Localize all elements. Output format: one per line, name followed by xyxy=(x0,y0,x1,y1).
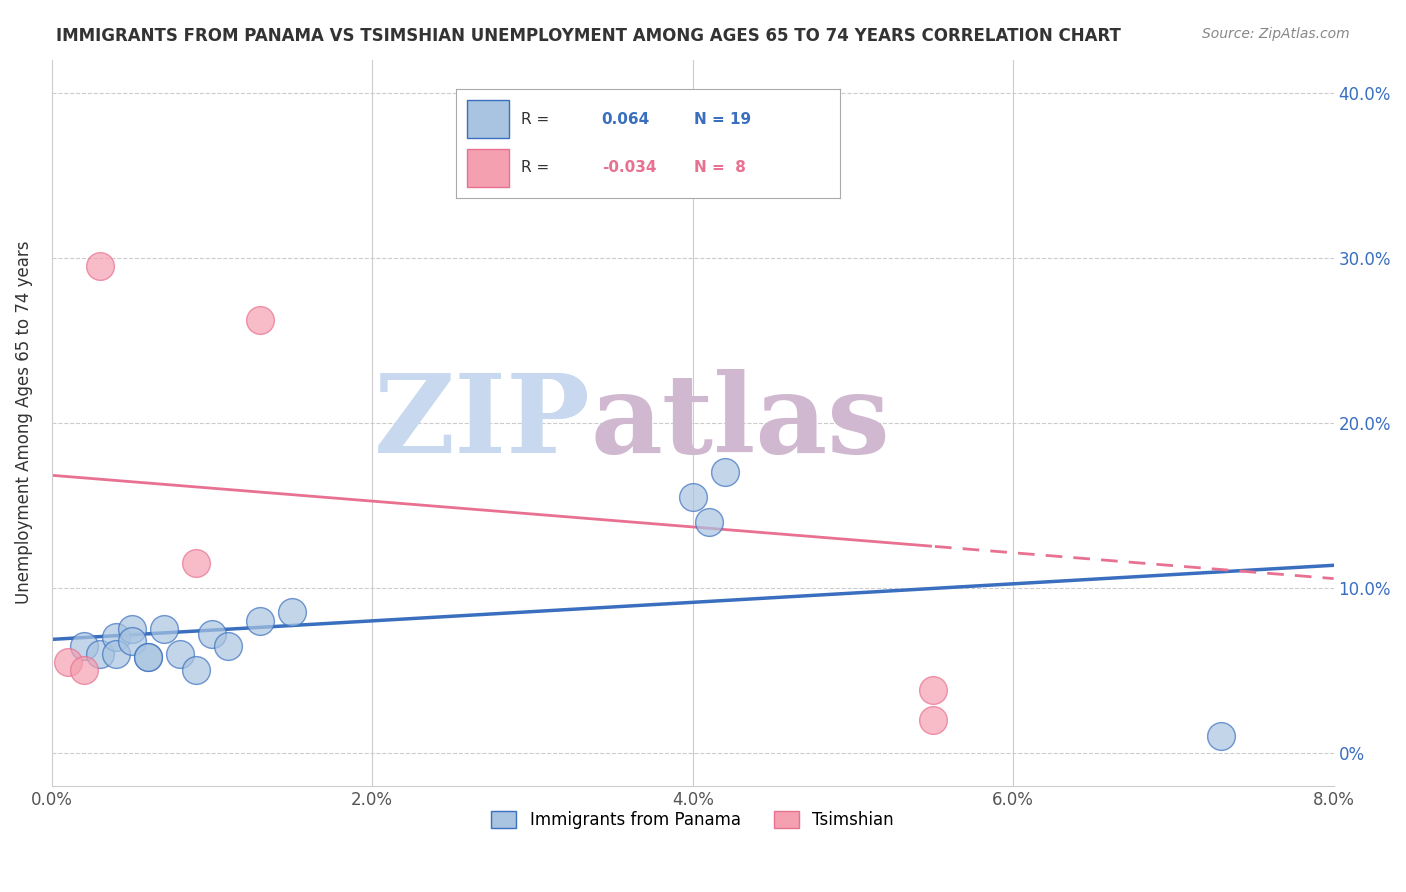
Point xyxy=(713,465,735,479)
Point xyxy=(682,490,704,504)
Point xyxy=(104,647,127,661)
Text: ZIP: ZIP xyxy=(374,369,591,476)
Point xyxy=(121,622,143,636)
Point xyxy=(697,135,720,149)
Point xyxy=(104,630,127,644)
Point xyxy=(249,614,271,628)
Point xyxy=(184,663,207,677)
Text: IMMIGRANTS FROM PANAMA VS TSIMSHIAN UNEMPLOYMENT AMONG AGES 65 TO 74 YEARS CORRE: IMMIGRANTS FROM PANAMA VS TSIMSHIAN UNEM… xyxy=(56,27,1121,45)
Point xyxy=(136,650,159,665)
Point xyxy=(89,647,111,661)
Y-axis label: Unemployment Among Ages 65 to 74 years: Unemployment Among Ages 65 to 74 years xyxy=(15,241,32,605)
Point xyxy=(56,655,79,669)
Point xyxy=(281,606,304,620)
Point xyxy=(201,627,224,641)
Text: Source: ZipAtlas.com: Source: ZipAtlas.com xyxy=(1202,27,1350,41)
Point xyxy=(697,515,720,529)
Point xyxy=(136,650,159,665)
Point xyxy=(153,622,176,636)
Point xyxy=(217,639,239,653)
Point xyxy=(73,639,96,653)
Point xyxy=(184,556,207,570)
Point xyxy=(922,713,945,727)
Point xyxy=(73,663,96,677)
Point xyxy=(169,647,191,661)
Point xyxy=(249,313,271,327)
Point xyxy=(1211,729,1233,743)
Point xyxy=(89,259,111,273)
Point xyxy=(922,683,945,698)
Text: atlas: atlas xyxy=(591,369,890,476)
Point xyxy=(121,633,143,648)
Legend: Immigrants from Panama, Tsimshian: Immigrants from Panama, Tsimshian xyxy=(485,804,901,836)
